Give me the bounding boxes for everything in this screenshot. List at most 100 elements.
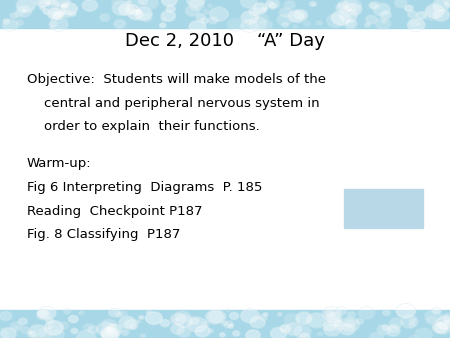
- Circle shape: [0, 328, 9, 338]
- Circle shape: [255, 13, 268, 23]
- Circle shape: [44, 321, 63, 335]
- Circle shape: [210, 7, 229, 21]
- Circle shape: [382, 310, 391, 316]
- Circle shape: [28, 331, 37, 338]
- Circle shape: [366, 15, 377, 24]
- Circle shape: [409, 322, 415, 327]
- Circle shape: [20, 327, 30, 334]
- Circle shape: [140, 334, 145, 338]
- Circle shape: [334, 321, 346, 330]
- Circle shape: [416, 12, 427, 20]
- Circle shape: [119, 316, 136, 329]
- Circle shape: [269, 2, 277, 8]
- Circle shape: [338, 1, 350, 10]
- Circle shape: [323, 322, 342, 336]
- Circle shape: [294, 10, 307, 20]
- Circle shape: [16, 0, 35, 13]
- Circle shape: [395, 0, 407, 8]
- Circle shape: [171, 324, 184, 334]
- Circle shape: [48, 8, 64, 20]
- Circle shape: [344, 0, 356, 5]
- Circle shape: [42, 334, 50, 338]
- Circle shape: [416, 22, 422, 27]
- Circle shape: [293, 25, 297, 28]
- Circle shape: [387, 324, 400, 333]
- Text: Objective:  Students will make models of the: Objective: Students will make models of …: [27, 73, 326, 86]
- Circle shape: [290, 10, 307, 23]
- Circle shape: [208, 310, 226, 323]
- Circle shape: [195, 325, 210, 337]
- Circle shape: [36, 309, 50, 320]
- Circle shape: [346, 3, 362, 15]
- Circle shape: [187, 0, 205, 7]
- Text: Fig 6 Interpreting  Diagrams  P. 185: Fig 6 Interpreting Diagrams P. 185: [27, 181, 262, 194]
- Circle shape: [200, 18, 208, 24]
- Circle shape: [284, 1, 295, 9]
- Circle shape: [424, 310, 442, 323]
- Circle shape: [221, 321, 228, 325]
- Circle shape: [208, 4, 213, 8]
- Circle shape: [52, 2, 58, 7]
- Circle shape: [241, 309, 259, 323]
- Circle shape: [189, 317, 199, 324]
- Circle shape: [250, 317, 265, 328]
- Circle shape: [432, 320, 448, 333]
- Circle shape: [432, 0, 449, 11]
- Circle shape: [278, 313, 282, 316]
- Circle shape: [377, 324, 391, 335]
- Circle shape: [38, 1, 43, 5]
- Circle shape: [369, 1, 380, 9]
- Text: Dec 2, 2010    “A” Day: Dec 2, 2010 “A” Day: [125, 31, 325, 50]
- Circle shape: [410, 20, 419, 26]
- Circle shape: [102, 319, 117, 330]
- Circle shape: [327, 14, 346, 27]
- Circle shape: [296, 312, 312, 324]
- Circle shape: [325, 312, 342, 324]
- Circle shape: [196, 14, 205, 21]
- Circle shape: [260, 7, 266, 12]
- Circle shape: [330, 314, 335, 318]
- Circle shape: [381, 11, 391, 19]
- Circle shape: [99, 14, 110, 21]
- Circle shape: [37, 309, 48, 317]
- Circle shape: [334, 320, 343, 326]
- Circle shape: [177, 327, 191, 337]
- Circle shape: [444, 319, 450, 324]
- Circle shape: [10, 322, 22, 331]
- Circle shape: [344, 19, 357, 29]
- Circle shape: [200, 320, 209, 327]
- Circle shape: [145, 312, 162, 324]
- Circle shape: [303, 21, 311, 27]
- Circle shape: [408, 11, 417, 18]
- Circle shape: [34, 0, 50, 7]
- Circle shape: [172, 318, 177, 322]
- Circle shape: [293, 325, 311, 338]
- Circle shape: [389, 318, 403, 329]
- Text: order to explain  their functions.: order to explain their functions.: [27, 120, 260, 133]
- Circle shape: [126, 0, 131, 4]
- Circle shape: [61, 1, 70, 8]
- Circle shape: [48, 325, 53, 329]
- Circle shape: [347, 312, 356, 318]
- Circle shape: [45, 0, 53, 5]
- Circle shape: [82, 0, 98, 11]
- Circle shape: [160, 23, 166, 28]
- Circle shape: [266, 0, 279, 9]
- Circle shape: [322, 307, 341, 320]
- Circle shape: [408, 19, 425, 31]
- Circle shape: [120, 311, 127, 316]
- Circle shape: [279, 7, 292, 17]
- Text: Fig. 8 Classifying  P187: Fig. 8 Classifying P187: [27, 228, 180, 241]
- Circle shape: [101, 327, 120, 338]
- Circle shape: [311, 3, 317, 6]
- Circle shape: [405, 5, 413, 11]
- Circle shape: [63, 309, 71, 314]
- Circle shape: [396, 304, 415, 318]
- Circle shape: [382, 325, 389, 330]
- Circle shape: [134, 7, 152, 21]
- Circle shape: [43, 9, 50, 14]
- Circle shape: [246, 330, 260, 338]
- Circle shape: [282, 22, 288, 27]
- Circle shape: [119, 4, 135, 15]
- Circle shape: [114, 19, 126, 28]
